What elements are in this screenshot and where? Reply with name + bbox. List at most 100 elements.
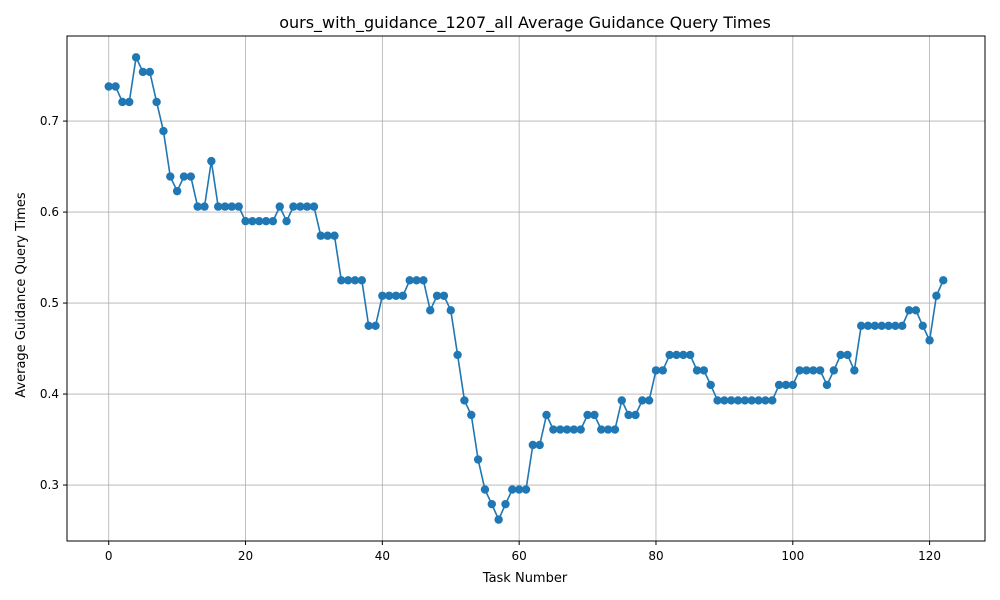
data-point [446,306,455,315]
data-point [733,396,743,405]
data-point [679,350,688,360]
data-point [261,216,271,226]
data-point [603,425,613,434]
data-point [501,499,510,509]
data-point [480,485,490,494]
data-point [795,366,804,375]
data-point [125,97,134,107]
data-point [384,291,394,300]
data-point [213,202,223,211]
data-point [227,202,237,211]
data-point [309,202,319,211]
data-point [843,350,852,360]
x-axis-label: Task Number [482,571,568,586]
data-point [569,425,579,434]
data-point [747,396,756,405]
data-point [925,336,934,345]
data-point [542,410,551,420]
data-point [241,216,250,226]
data-point [836,350,845,360]
data-point [781,380,791,390]
data-point [877,321,886,331]
data-point [179,172,189,181]
data-point [282,216,291,226]
data-point [617,396,626,405]
data-point [768,396,777,405]
data-point [350,276,360,285]
data-point [583,410,592,420]
data-point [494,515,503,524]
data-point [932,291,941,300]
y-tick-label: 0.3 [40,478,59,492]
x-tick-label: 100 [781,549,804,563]
chart-title: ours_with_guidance_1207_all Average Guid… [279,13,771,33]
y-tick-label: 0.6 [40,205,59,219]
data-point [412,276,421,285]
data-point [104,82,113,91]
data-point [467,410,476,420]
data-point [453,350,462,360]
data-point [720,396,729,405]
data-point [508,485,517,494]
data-point [323,231,332,240]
data-point [863,321,873,331]
data-point [829,366,839,375]
data-point [371,321,380,331]
data-point [159,126,168,136]
data-point [145,67,154,77]
data-point [904,306,914,315]
data-point [152,97,161,107]
data-point [432,291,442,300]
data-point [405,276,414,285]
x-axis-ticks: 0 20 40 60 80 100 120 [105,541,941,563]
data-point [419,276,428,285]
data-point [200,202,209,211]
data-point [296,202,305,211]
data-point [727,396,736,405]
data-point [624,410,633,420]
data-point [549,425,558,434]
x-tick-label: 20 [238,549,253,563]
data-point [364,321,373,331]
data-point [856,321,866,331]
data-point [186,172,196,181]
data-point [850,366,859,375]
data-point [898,321,907,331]
data-point [268,216,278,226]
data-point [556,425,565,434]
data-point [166,172,175,181]
data-point [815,366,825,375]
data-point [302,202,312,211]
y-axis-label: Average Guidance Query Times [14,192,29,398]
data-point [706,380,715,390]
data-point [644,396,654,405]
x-tick-label: 0 [105,549,113,563]
data-point [802,366,811,375]
data-point [426,306,435,315]
data-point [597,425,606,434]
x-tick-label: 60 [512,549,527,563]
data-point [870,321,880,331]
data-point [692,366,702,375]
data-point [658,366,668,375]
data-point [891,321,900,331]
data-point [118,97,127,107]
data-point [911,306,921,315]
data-point [514,485,524,494]
data-point [207,156,216,166]
data-point [699,366,709,375]
series-layer [104,53,948,524]
data-point [248,216,257,226]
data-point [275,202,284,211]
data-point [220,202,230,211]
data-point [172,186,182,196]
data-point [521,485,531,494]
data-point [391,291,401,300]
data-point [460,396,469,405]
data-point [316,231,325,240]
data-point [473,455,483,464]
data-point [809,366,818,375]
x-tick-label: 120 [918,549,941,563]
data-point [631,410,640,420]
